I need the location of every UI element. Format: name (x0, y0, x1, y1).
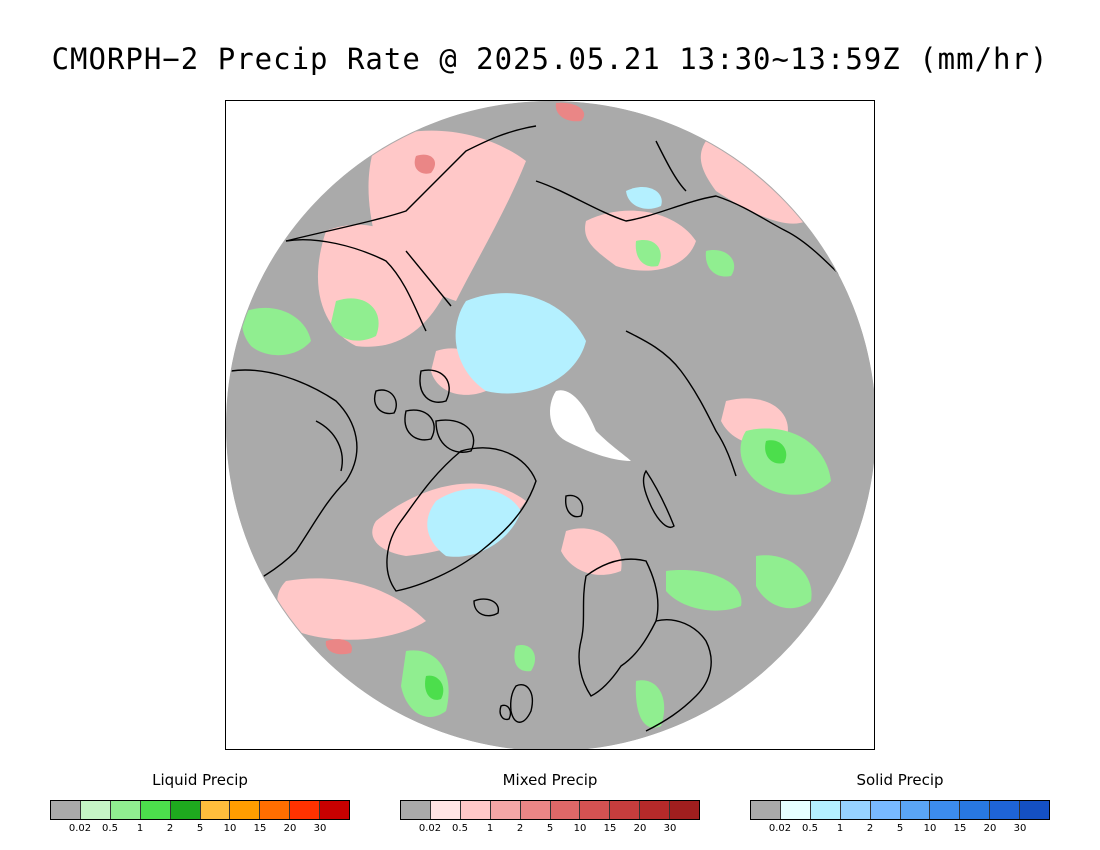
legend-swatch (670, 801, 700, 819)
legend-ticks: 0.02 0.5 1 2 5 10 15 20 30 (750, 823, 1050, 837)
solid-precip-areas (427, 186, 662, 557)
legend-tick-label: 1 (836, 823, 844, 834)
legend-title: Solid Precip (856, 771, 944, 789)
legend-swatch (460, 801, 491, 819)
legend-tick-label: 2 (866, 823, 874, 834)
legend-swatch (51, 801, 81, 819)
legend-tick-label: 30 (1013, 823, 1027, 834)
legend-swatch (900, 801, 931, 819)
legend-tick-label: 1 (136, 823, 144, 834)
legend-color-bar (400, 800, 700, 820)
legend-tick-label: 15 (953, 823, 967, 834)
legend-swatch (490, 801, 521, 819)
legend-tick-label: 0.5 (802, 823, 818, 834)
legend-tick-label: 15 (603, 823, 617, 834)
legend-tick-label: 20 (633, 823, 647, 834)
map-disc-edge (226, 101, 874, 749)
liquid-precip-legend: Liquid Precip 0.02 0.5 1 2 5 10 15 20 30 (50, 770, 350, 837)
legend-swatch (230, 801, 261, 819)
legend-swatch (960, 801, 991, 819)
legend-swatch (80, 801, 111, 819)
legend-swatch (140, 801, 171, 819)
legend-tick-label: 1 (486, 823, 494, 834)
legend-swatch (260, 801, 291, 819)
legend-swatch (520, 801, 551, 819)
legend-title: Mixed Precip (502, 771, 598, 789)
legend-swatch (810, 801, 841, 819)
legend-tick-label: 30 (313, 823, 327, 834)
legend-tick-label: 10 (573, 823, 587, 834)
legend-swatch (401, 801, 431, 819)
legend-tick-label: 0.5 (452, 823, 468, 834)
legend-tick-label: 30 (663, 823, 677, 834)
legend-swatch (110, 801, 141, 819)
liquid-precip-areas (242, 240, 831, 728)
legend-tick-label: 5 (196, 823, 204, 834)
legend-swatch (170, 801, 201, 819)
liquid-precip-moderate (425, 440, 787, 700)
legend-swatch (870, 801, 901, 819)
legend-swatch (610, 801, 641, 819)
legend-swatch (580, 801, 611, 819)
legend-ticks: 0.02 0.5 1 2 5 10 15 20 30 (50, 823, 350, 837)
coastlines (230, 125, 847, 732)
legend-swatch (780, 801, 811, 819)
legend-tick-label: 10 (223, 823, 237, 834)
legend-tick-label: 0.02 (418, 823, 442, 834)
solid-precip-legend: Solid Precip 0.02 0.5 1 2 5 10 15 20 30 (750, 770, 1050, 837)
mixed-precip-legend: Mixed Precip 0.02 0.5 1 2 5 10 15 20 30 (400, 770, 700, 837)
legend-tick-label: 2 (166, 823, 174, 834)
mixed-precip-heavy (325, 102, 585, 655)
legend-swatch (430, 801, 461, 819)
legend-swatch (751, 801, 781, 819)
legend-title: Liquid Precip (152, 771, 248, 789)
polar-map (225, 100, 875, 750)
legend-tick-label: 5 (546, 823, 554, 834)
legend-tick-label: 10 (923, 823, 937, 834)
legend-color-bar (50, 800, 350, 820)
legend-swatch (990, 801, 1021, 819)
legend-swatch (930, 801, 961, 819)
legend-swatch (320, 801, 350, 819)
legend-tick-label: 5 (896, 823, 904, 834)
legend-tick-label: 0.02 (68, 823, 92, 834)
legend-tick-label: 0.5 (102, 823, 118, 834)
map-title: CMORPH−2 Precip Rate @ 2025.05.21 13:30~… (51, 42, 1049, 76)
legend-tick-label: 20 (983, 823, 997, 834)
legend-swatch (1020, 801, 1050, 819)
legend-swatch (290, 801, 321, 819)
no-data-polar-cap (550, 390, 631, 461)
legend-swatch (550, 801, 581, 819)
legend-color-bar (750, 800, 1050, 820)
legend-tick-label: 2 (516, 823, 524, 834)
legend-tick-label: 15 (253, 823, 267, 834)
legend-swatch (200, 801, 231, 819)
legend-ticks: 0.02 0.5 1 2 5 10 15 20 30 (400, 823, 700, 837)
legend-tick-label: 20 (283, 823, 297, 834)
mixed-precip-areas (277, 130, 806, 640)
precip-map-svg (226, 101, 874, 749)
legend-tick-label: 0.02 (768, 823, 792, 834)
legend-swatch (840, 801, 871, 819)
legend-swatch (640, 801, 671, 819)
